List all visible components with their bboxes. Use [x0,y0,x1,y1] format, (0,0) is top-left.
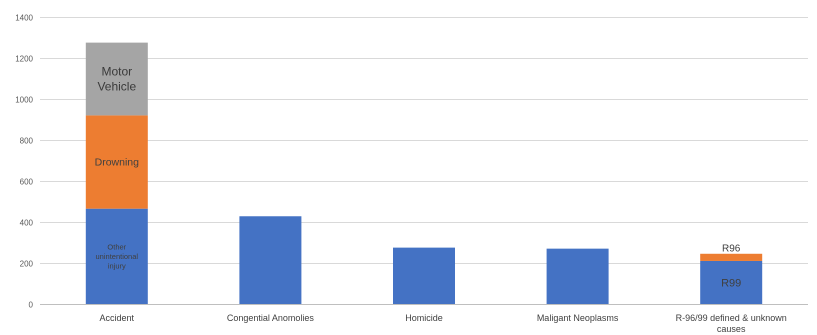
segment-label: unintentional [96,252,139,261]
y-tick-label: 600 [20,178,34,187]
y-tick-label: 400 [20,219,34,228]
bar-segment-1-0 [239,216,302,304]
segment-label: R99 [721,277,741,289]
bar-segment-2-0 [393,247,455,304]
y-tick-label: 800 [20,137,34,146]
y-axis-ticks: 0 200 400 600 800 1000 1200 1400 [15,14,33,310]
x-category-label: Accident [100,313,135,323]
segment-label: Other [107,243,126,252]
bar-segment-0-2 [85,42,148,116]
y-tick-label: 0 [29,301,34,310]
x-axis-categories: Accident Congential Anomolies Homicide Mali… [100,313,787,334]
y-tick-label: 200 [20,260,34,269]
bars [85,42,763,304]
bar-segment-3-0 [546,248,609,304]
x-category-label: R-96/99 defined & unknown [676,313,787,323]
segment-label: injury [108,261,126,270]
gridlines [40,17,808,305]
x-category-label: Congential Anomolies [227,313,315,323]
y-tick-label: 1200 [15,55,33,64]
y-tick-label: 1400 [15,14,33,23]
bar-segment-4-1 [700,253,763,261]
y-tick-label: 1000 [15,96,33,105]
segment-label: Drowning [95,157,140,169]
segment-label: Motor [101,65,132,79]
x-category-label: Homicide [405,313,443,323]
segment-label: Vehicle [97,80,136,94]
x-category-label: Maligant Neoplasms [537,313,619,323]
x-category-label: causes [717,324,746,334]
bar-segment-0-1 [85,115,148,209]
bar-segment-0-0 [85,208,148,304]
bar-segment-4-0 [700,260,763,304]
segment-label: R96 [722,243,741,254]
